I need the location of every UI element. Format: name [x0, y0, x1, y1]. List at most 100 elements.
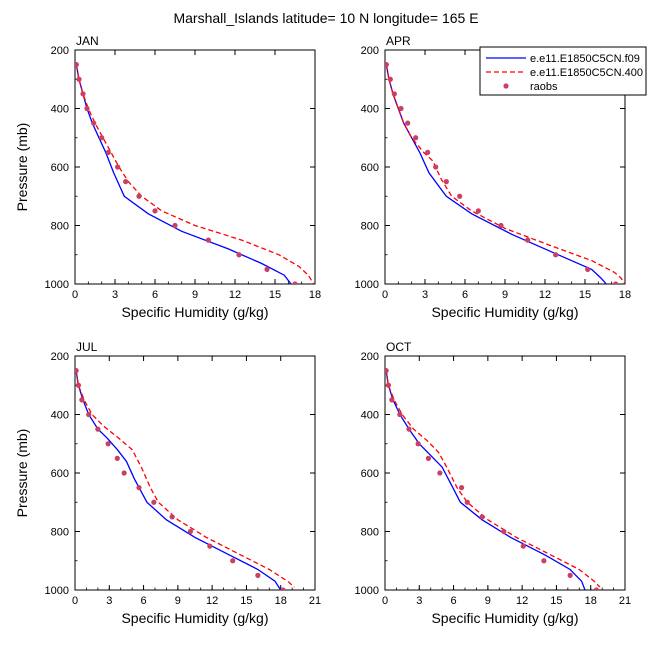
raobs-point [433, 164, 439, 170]
raobs-point [280, 587, 286, 590]
y-tick-label: 800 [361, 527, 379, 539]
y-tick-label: 200 [51, 351, 69, 363]
y-tick-label: 800 [361, 221, 379, 233]
y-tick-label: 200 [361, 45, 379, 57]
raobs-point [187, 528, 194, 535]
legend-label: e.e11.E1850C5CN.400 [530, 67, 643, 79]
y-axis-label: Pressure (mb) [14, 123, 30, 212]
series-line-dashed [75, 370, 295, 588]
y-tick-label: 1000 [45, 585, 69, 597]
y-tick-label: 1000 [355, 585, 379, 597]
series-line-dashed [385, 370, 601, 588]
raobs-point [385, 368, 389, 374]
x-tick-label: 15 [240, 595, 252, 607]
x-tick-label: 3 [422, 289, 428, 301]
data-area [385, 62, 625, 284]
panel-jan: JAN 0 3 6 9 12 15 18 200 400 600 800 1000 Specific Hu… [14, 34, 321, 320]
raobs-point [464, 499, 470, 505]
raobs-point [79, 397, 85, 403]
raobs-point [292, 281, 298, 284]
x-tick-label: 9 [502, 289, 508, 301]
legend: e.e11.E1850C5CN.f09 e.e11.E1850C5CN.400 ra… [479, 46, 647, 96]
legend-entry: e.e11.E1850C5CN.f09 [486, 53, 640, 65]
y-tick-label: 200 [51, 45, 69, 57]
x-tick-label: 6 [462, 289, 468, 301]
raobs-point [95, 426, 101, 432]
raobs-point [553, 252, 559, 258]
panel-label: JAN [76, 34, 99, 48]
raobs-point [397, 411, 403, 418]
panel-jul: JUL 0 3 6 9 12 15 18 21 200 400 600 800 1000 Specific … [14, 340, 321, 626]
x-tick-label: 3 [106, 595, 112, 607]
raobs-point [123, 179, 129, 185]
series-line-dashed [75, 64, 315, 284]
x-tick-label: 15 [269, 289, 281, 301]
raobs-point [230, 558, 236, 564]
x-tick-label: 12 [516, 595, 528, 607]
raobs-point [405, 120, 411, 126]
x-tick-label: 12 [229, 289, 241, 301]
raobs-point [84, 105, 90, 112]
x-tick-label: 0 [382, 289, 388, 301]
raobs-point [475, 208, 481, 214]
raobs-point [75, 62, 79, 68]
x-tick-label: 9 [192, 289, 198, 301]
y-tick-label: 600 [361, 162, 379, 174]
panel-label: APR [386, 34, 411, 48]
x-tick-label: 18 [309, 289, 321, 301]
raobs-point [136, 485, 142, 491]
raobs-point [385, 382, 392, 388]
raobs-point [169, 514, 175, 520]
legend-entry: raobs [503, 81, 558, 93]
y-tick-label: 1000 [45, 279, 69, 291]
raobs-point [389, 397, 395, 403]
series-line-solid [385, 370, 586, 590]
raobs-point [236, 252, 242, 258]
x-tick-label: 15 [550, 595, 562, 607]
x-tick-label: 6 [451, 595, 457, 607]
y-tick-label: 600 [51, 468, 69, 480]
raobs-point [80, 91, 86, 97]
raobs-point [413, 135, 419, 141]
x-tick-label: 18 [619, 289, 631, 301]
data-area [75, 62, 315, 284]
raobs-point [457, 193, 463, 199]
y-tick-label: 400 [51, 104, 69, 116]
y-tick-label: 200 [361, 351, 379, 363]
y-tick-label: 600 [361, 468, 379, 480]
x-tick-label: 12 [539, 289, 551, 301]
raobs-point [75, 368, 79, 374]
raobs-point [105, 149, 111, 155]
panel-oct: OCT 0 3 6 9 12 15 18 21 200 400 600 800 1000 Specific … [355, 340, 632, 626]
raobs-point [76, 76, 82, 82]
raobs-point [567, 572, 573, 578]
raobs-point [593, 587, 600, 590]
raobs-point [385, 62, 389, 68]
raobs-point [458, 485, 465, 491]
raobs-point [152, 208, 158, 214]
raobs-point [479, 514, 485, 520]
raobs-point [207, 543, 213, 549]
raobs-point [387, 76, 393, 82]
x-tick-label: 21 [619, 595, 631, 607]
panels-group: JAN 0 3 6 9 12 15 18 200 400 600 800 1000 Specific Hu… [14, 34, 631, 626]
x-tick-label: 6 [141, 595, 147, 607]
legend-entry: e.e11.E1850C5CN.400 [486, 67, 643, 79]
panel-label: OCT [386, 340, 412, 354]
x-axis-label: Specific Humidity (g/kg) [121, 304, 268, 320]
x-tick-label: 3 [112, 289, 118, 301]
x-tick-label: 21 [309, 595, 321, 607]
raobs-point [115, 164, 121, 170]
raobs-point [136, 193, 142, 199]
y-tick-label: 600 [51, 162, 69, 174]
panel-apr: APR 0 3 6 9 12 15 18 200 400 600 800 1000 Specific Hu… [355, 34, 632, 320]
series-line-solid [75, 370, 282, 590]
y-axis-label: Pressure (mb) [14, 429, 30, 518]
legend-marker [503, 83, 509, 89]
y-tick-label: 400 [51, 410, 69, 422]
x-tick-label: 18 [275, 595, 287, 607]
raobs-point [264, 266, 270, 272]
raobs-point [75, 382, 82, 388]
